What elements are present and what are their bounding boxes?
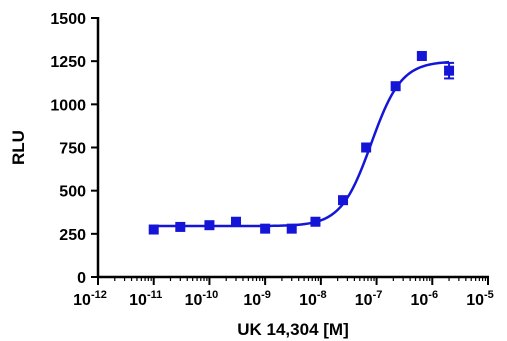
data-point [390, 81, 401, 92]
y-tick-label: 750 [59, 141, 86, 158]
data-points [148, 50, 455, 235]
data-point [361, 142, 372, 153]
y-tick-label: 0 [77, 270, 86, 287]
x-ticks: 10-12 10-11 10-10 10-9 10-8 10-7 10-6 10-5 [73, 277, 494, 309]
data-point [444, 65, 455, 76]
data-point [310, 216, 321, 227]
y-ticks: 0 250 500 750 1000 1250 1500 [50, 11, 98, 287]
x-axis: 10-12 10-11 10-10 10-9 10-8 10-7 10-6 10-5 [73, 275, 494, 309]
data-point [148, 224, 159, 235]
data-point [416, 50, 427, 61]
x-tick-label: 10-9 [243, 289, 271, 309]
data-point [231, 216, 242, 227]
y-tick-label: 1250 [50, 54, 86, 71]
y-tick-label: 500 [59, 184, 86, 201]
x-tick-label: 10-7 [355, 289, 383, 309]
x-tick-label: 10-6 [410, 289, 438, 309]
x-tick-label: 10-8 [299, 289, 327, 309]
y-tick-label: 1000 [50, 97, 86, 114]
x-tick-label: 10-5 [466, 289, 494, 309]
data-point [286, 223, 297, 234]
y-tick-label: 1500 [50, 11, 86, 28]
data-point [260, 223, 271, 234]
x-tick-label: 10-10 [185, 289, 219, 309]
y-tick-label: 250 [59, 227, 86, 244]
fit-curve [153, 60, 450, 228]
x-axis-title: UK 14,304 [M] [237, 320, 348, 339]
x-tick-label: 10-12 [73, 289, 107, 309]
data-point [204, 220, 215, 231]
fit-curve-group [153, 60, 450, 228]
y-axis-title: RLU [9, 130, 28, 165]
data-point [175, 221, 186, 232]
y-axis: 0 250 500 750 1000 1250 1500 [50, 11, 100, 287]
data-point [338, 195, 349, 206]
x-tick-label: 10-11 [129, 289, 162, 309]
